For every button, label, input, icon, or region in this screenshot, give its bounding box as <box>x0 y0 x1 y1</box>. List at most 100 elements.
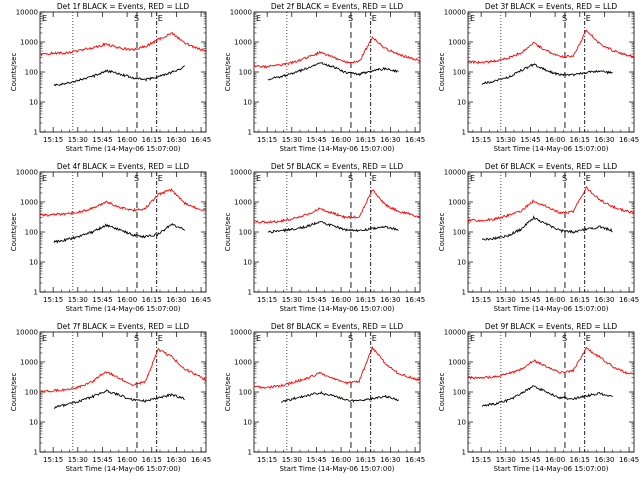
x-tick-label: 15:45 <box>306 136 326 144</box>
chart-panel-2: Det 2f BLACK = Events, RED = LLD 1 10 100 10… <box>224 2 425 153</box>
chart-panel-8: Det 8f BLACK = Events, RED = LLD 1 10 100 10… <box>224 322 425 473</box>
y-tick-label: 1000 <box>234 39 252 47</box>
start-marker-label: S <box>562 334 567 343</box>
y-tick-label: 1 <box>248 289 252 297</box>
x-tick-label: 16:45 <box>619 136 639 144</box>
x-axis-label: Start Time (14-May-06 15:07:00) <box>279 305 394 313</box>
x-tick-label: 16:45 <box>405 456 425 464</box>
chart-title: Det 7f BLACK = Events, RED = LLD <box>57 322 190 331</box>
x-tick-label: 16:00 <box>117 296 137 304</box>
y-tick-label: 10000 <box>444 329 466 337</box>
x-tick-label: 15:45 <box>306 296 326 304</box>
end-marker-label: E <box>586 334 591 343</box>
chart-title: Det 6f BLACK = Events, RED = LLD <box>485 162 618 171</box>
end-marker-label: E <box>372 14 377 23</box>
x-tick-label: 16:30 <box>166 456 186 464</box>
y-axis-label: Counts/sec <box>10 213 18 252</box>
y-axis-label: Counts/sec <box>438 373 446 412</box>
corner-marker-label: E <box>42 334 47 343</box>
y-tick-label: 10000 <box>230 9 252 17</box>
start-marker-label: S <box>348 334 353 343</box>
x-tick-label: 15:30 <box>282 456 302 464</box>
y-tick-label: 10000 <box>16 169 38 177</box>
x-axis-label: Start Time (14-May-06 15:07:00) <box>493 465 608 473</box>
x-tick-label: 15:45 <box>92 136 112 144</box>
start-marker-label: S <box>348 14 353 23</box>
plot-frame <box>467 331 635 453</box>
y-tick-label: 1000 <box>20 359 38 367</box>
x-tick-label: 15:15 <box>471 296 491 304</box>
x-tick-label: 16:00 <box>545 456 565 464</box>
y-tick-label: 10 <box>243 259 252 267</box>
x-tick-label: 16:30 <box>594 136 614 144</box>
x-tick-label: 15:30 <box>282 296 302 304</box>
chart-panel-9: Det 9f BLACK = Events, RED = LLD 1 10 100 10… <box>438 322 639 473</box>
x-tick-label: 15:45 <box>520 136 540 144</box>
chart-panel-4: Det 4f BLACK = Events, RED = LLD 1 10 100 10… <box>10 162 211 313</box>
x-tick-label: 16:00 <box>331 296 351 304</box>
y-tick-label: 1000 <box>234 199 252 207</box>
y-tick-label: 1000 <box>448 359 466 367</box>
y-tick-label: 1 <box>248 129 252 137</box>
y-tick-label: 1 <box>34 129 38 137</box>
x-tick-label: 15:45 <box>520 456 540 464</box>
x-tick-label: 15:15 <box>43 456 63 464</box>
x-tick-label: 16:15 <box>570 136 590 144</box>
x-tick-label: 16:30 <box>594 296 614 304</box>
y-tick-label: 1000 <box>448 39 466 47</box>
x-tick-label: 15:45 <box>92 296 112 304</box>
y-tick-label: 1000 <box>20 39 38 47</box>
x-tick-label: 15:15 <box>257 296 277 304</box>
events-series-line <box>267 62 399 81</box>
x-tick-label: 15:30 <box>496 456 516 464</box>
corner-marker-label: E <box>256 174 261 183</box>
x-tick-label: 15:15 <box>257 456 277 464</box>
events-series-line <box>281 390 399 403</box>
x-tick-label: 15:30 <box>68 456 88 464</box>
y-tick-label: 10000 <box>16 329 38 337</box>
x-tick-label: 16:45 <box>619 456 639 464</box>
events-series-line <box>481 63 613 86</box>
x-axis-label: Start Time (14-May-06 15:07:00) <box>493 305 608 313</box>
y-tick-label: 1000 <box>20 199 38 207</box>
y-tick-label: 100 <box>239 69 252 77</box>
plot-frame <box>39 171 207 293</box>
x-tick-label: 16:30 <box>594 456 614 464</box>
start-marker-label: S <box>134 14 139 23</box>
x-axis-label: Start Time (14-May-06 15:07:00) <box>493 145 608 153</box>
x-tick-label: 16:30 <box>166 136 186 144</box>
start-marker-label: S <box>348 174 353 183</box>
events-series-line <box>481 384 613 407</box>
x-tick-label: 16:00 <box>117 456 137 464</box>
end-marker-label: E <box>586 14 591 23</box>
start-marker-label: S <box>562 14 567 23</box>
lld-series-line <box>253 189 421 224</box>
start-marker-label: S <box>134 174 139 183</box>
chart-panel-5: Det 5f BLACK = Events, RED = LLD 1 10 100 10… <box>224 162 425 313</box>
x-tick-label: 16:30 <box>166 296 186 304</box>
end-marker-label: E <box>586 174 591 183</box>
x-tick-label: 16:15 <box>356 136 376 144</box>
y-axis-label: Counts/sec <box>10 53 18 92</box>
end-marker-label: E <box>158 14 163 23</box>
x-tick-label: 16:00 <box>117 136 137 144</box>
x-tick-label: 15:45 <box>520 296 540 304</box>
plot-frame <box>253 11 421 133</box>
chart-panel-6: Det 6f BLACK = Events, RED = LLD 1 10 100 10… <box>438 162 639 313</box>
y-tick-label: 10 <box>29 259 38 267</box>
x-tick-label: 16:00 <box>331 136 351 144</box>
corner-marker-label: E <box>256 334 261 343</box>
x-tick-label: 16:30 <box>380 296 400 304</box>
y-tick-label: 10 <box>457 259 466 267</box>
x-tick-label: 15:45 <box>306 456 326 464</box>
x-axis-label: Start Time (14-May-06 15:07:00) <box>279 465 394 473</box>
lld-series-line <box>467 346 635 380</box>
events-series-line <box>53 222 185 244</box>
end-marker-label: E <box>158 174 163 183</box>
chart-title: Det 4f BLACK = Events, RED = LLD <box>57 162 190 171</box>
y-tick-label: 10000 <box>230 169 252 177</box>
chart-panel-3: Det 3f BLACK = Events, RED = LLD 1 10 100 10… <box>438 2 639 153</box>
y-tick-label: 10000 <box>444 169 466 177</box>
y-tick-label: 100 <box>239 229 252 237</box>
